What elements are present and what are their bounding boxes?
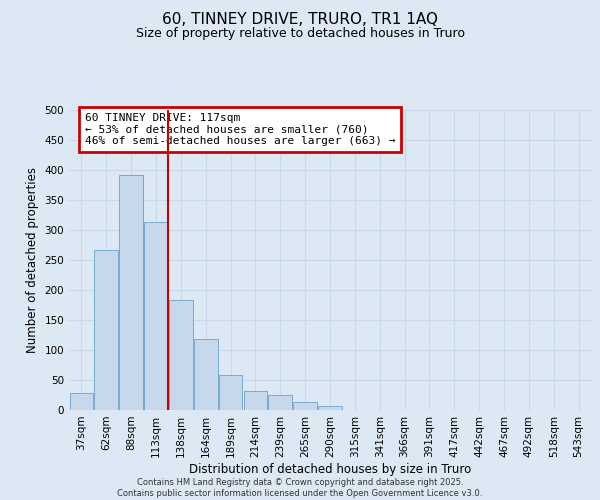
Bar xyxy=(94,250,118,410)
Text: 60, TINNEY DRIVE, TRURO, TR1 1AQ: 60, TINNEY DRIVE, TRURO, TR1 1AQ xyxy=(162,12,438,28)
Bar xyxy=(219,375,242,410)
X-axis label: Distribution of detached houses by size in Truro: Distribution of detached houses by size … xyxy=(189,462,471,475)
Bar xyxy=(194,339,218,410)
Bar xyxy=(169,300,193,410)
Text: 60 TINNEY DRIVE: 117sqm
← 53% of detached houses are smaller (760)
46% of semi-d: 60 TINNEY DRIVE: 117sqm ← 53% of detache… xyxy=(85,113,395,146)
Bar xyxy=(318,406,342,410)
Bar xyxy=(293,402,317,410)
Bar xyxy=(268,395,292,410)
Bar xyxy=(70,392,93,410)
Text: Size of property relative to detached houses in Truro: Size of property relative to detached ho… xyxy=(136,28,464,40)
Bar xyxy=(119,175,143,410)
Y-axis label: Number of detached properties: Number of detached properties xyxy=(26,167,39,353)
Bar xyxy=(244,391,267,410)
Bar xyxy=(144,222,168,410)
Text: Contains HM Land Registry data © Crown copyright and database right 2025.
Contai: Contains HM Land Registry data © Crown c… xyxy=(118,478,482,498)
